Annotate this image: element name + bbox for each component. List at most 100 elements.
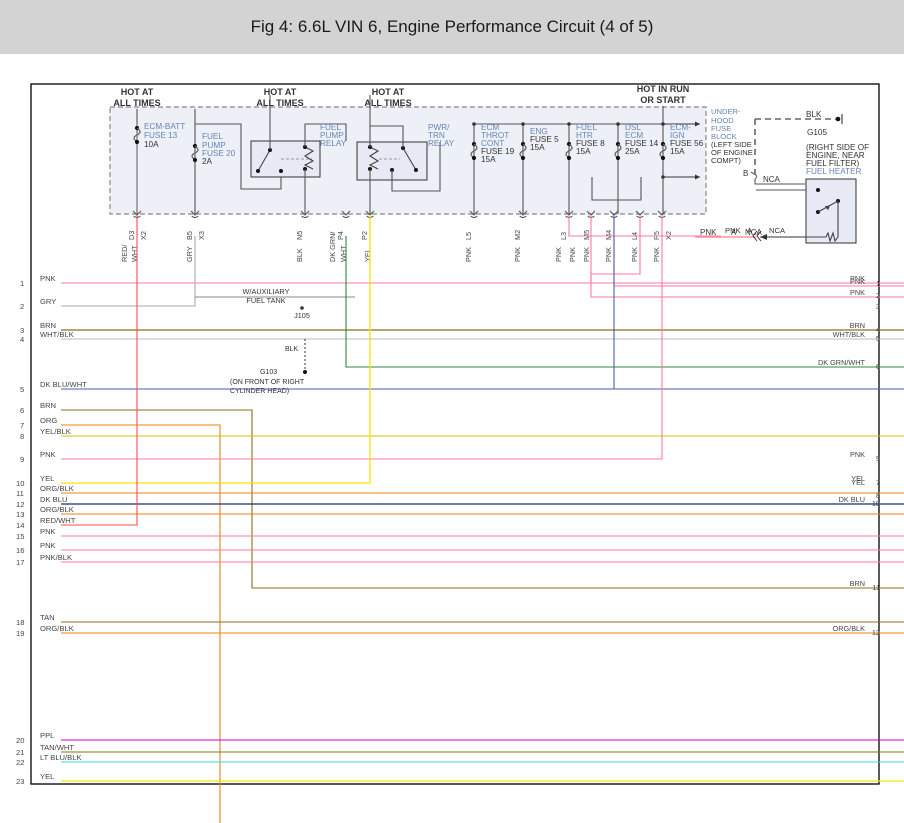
svg-text:G103: G103 [260, 369, 277, 376]
svg-text:ORG/BLK: ORG/BLK [40, 505, 74, 514]
svg-text:GRY: GRY [185, 246, 194, 262]
svg-text:25A: 25A [625, 147, 640, 156]
svg-text:BLK: BLK [295, 248, 304, 262]
svg-text:20: 20 [16, 736, 24, 745]
svg-text:HOT AT: HOT AT [264, 87, 297, 97]
svg-text:RED/WHT: RED/WHT [40, 516, 76, 525]
svg-text:L5: L5 [464, 232, 473, 240]
svg-text:6: 6 [20, 406, 24, 415]
svg-text:RED/: RED/ [120, 244, 129, 262]
svg-text:10: 10 [872, 499, 880, 508]
svg-text:M4: M4 [604, 230, 613, 240]
svg-text:13: 13 [16, 510, 24, 519]
svg-text:PNK: PNK [40, 527, 56, 536]
svg-text:P2: P2 [360, 231, 369, 240]
svg-text:DK GRN/: DK GRN/ [328, 231, 337, 262]
svg-text:B5: B5 [185, 231, 194, 240]
svg-text:(ON FRONT OF RIGHT: (ON FRONT OF RIGHT [230, 379, 305, 386]
svg-text:22: 22 [16, 758, 24, 767]
svg-text:N5: N5 [295, 231, 304, 240]
svg-text:10: 10 [16, 479, 24, 488]
svg-text:4: 4 [20, 335, 24, 344]
svg-text:8: 8 [20, 432, 24, 441]
svg-text:2: 2 [20, 302, 24, 311]
svg-text:ECM-BATT: ECM-BATT [144, 122, 185, 131]
svg-text:BRN: BRN [40, 401, 56, 410]
svg-text:PNK: PNK [568, 247, 577, 262]
svg-text:15A: 15A [481, 155, 496, 164]
svg-text:X2: X2 [139, 231, 148, 240]
svg-text:1: 1 [876, 279, 880, 288]
svg-text:11: 11 [872, 583, 880, 592]
svg-text:X3: X3 [197, 231, 206, 240]
svg-text:PNK: PNK [850, 450, 865, 459]
svg-text:YEL: YEL [851, 478, 865, 487]
svg-text:19: 19 [16, 629, 24, 638]
svg-text:BLK: BLK [285, 346, 299, 353]
svg-text:TAN/WHT: TAN/WHT [40, 743, 74, 752]
svg-text:WHT: WHT [130, 245, 139, 262]
svg-text:7: 7 [20, 421, 24, 430]
svg-text:M2: M2 [513, 230, 522, 240]
svg-text:PNK: PNK [652, 247, 661, 262]
svg-text:RELAY: RELAY [320, 139, 347, 148]
svg-text:1: 1 [20, 279, 24, 288]
svg-text:P4: P4 [336, 231, 345, 240]
svg-text:GRY: GRY [40, 297, 56, 306]
svg-text:FUEL: FUEL [202, 132, 223, 141]
svg-text:23: 23 [16, 777, 24, 786]
svg-text:14: 14 [16, 521, 24, 530]
svg-text:TAN: TAN [40, 613, 55, 622]
svg-text:YEL: YEL [40, 772, 54, 781]
svg-text:RELAY: RELAY [428, 139, 455, 148]
svg-text:DK BLU: DK BLU [40, 495, 67, 504]
svg-text:PNK: PNK [604, 247, 613, 262]
svg-text:ALL TIMES: ALL TIMES [113, 98, 160, 108]
svg-text:ORG/BLK: ORG/BLK [40, 624, 74, 633]
svg-text:WHT: WHT [339, 245, 348, 262]
svg-text:ALL TIMES: ALL TIMES [256, 98, 303, 108]
svg-text:UNDER-: UNDER- [711, 107, 741, 116]
svg-text:DK BLU/WHT: DK BLU/WHT [40, 380, 87, 389]
svg-text:9: 9 [876, 454, 880, 463]
svg-text:G105: G105 [807, 128, 827, 137]
svg-text:6: 6 [876, 362, 880, 371]
svg-text:17: 17 [16, 558, 24, 567]
svg-text:12: 12 [872, 628, 880, 637]
svg-text:BRN: BRN [40, 321, 56, 330]
svg-text:7: 7 [876, 478, 880, 487]
svg-text:PNK: PNK [850, 288, 865, 297]
svg-text:10A: 10A [144, 140, 159, 149]
svg-text:OR START: OR START [640, 95, 686, 105]
svg-text:ORG: ORG [40, 416, 57, 425]
svg-text:PNK/BLK: PNK/BLK [40, 553, 72, 562]
svg-text:PNK: PNK [725, 226, 741, 235]
svg-text:W/AUXILIARY: W/AUXILIARY [243, 287, 290, 296]
svg-text:PNK: PNK [554, 247, 563, 262]
svg-text:12: 12 [16, 500, 24, 509]
svg-text:18: 18 [16, 618, 24, 627]
svg-text:FUEL HEATER: FUEL HEATER [806, 167, 862, 176]
svg-text:WHT/BLK: WHT/BLK [833, 330, 866, 339]
svg-text:15A: 15A [576, 147, 591, 156]
svg-text:PNK: PNK [513, 247, 522, 262]
svg-text:M5: M5 [582, 230, 591, 240]
svg-text:BRN: BRN [850, 321, 865, 330]
svg-text:DK BLU: DK BLU [839, 495, 865, 504]
svg-text:FUSE 13: FUSE 13 [144, 131, 178, 140]
svg-text:NCA: NCA [763, 175, 781, 184]
svg-text:9: 9 [20, 455, 24, 464]
svg-text:15A: 15A [670, 147, 685, 156]
svg-text:BLK: BLK [806, 110, 822, 119]
svg-text:L3: L3 [559, 232, 568, 240]
svg-text:B: B [743, 169, 748, 178]
svg-text:ORG/BLK: ORG/BLK [833, 624, 866, 633]
svg-text:15: 15 [16, 532, 24, 541]
svg-text:NCA: NCA [769, 226, 786, 235]
svg-text:PNK: PNK [630, 247, 639, 262]
svg-text:PNK: PNK [464, 247, 473, 262]
svg-text:HOT AT: HOT AT [372, 87, 405, 97]
svg-text:YEL: YEL [40, 474, 54, 483]
svg-text:2: 2 [876, 291, 880, 300]
svg-text:5: 5 [876, 334, 880, 343]
